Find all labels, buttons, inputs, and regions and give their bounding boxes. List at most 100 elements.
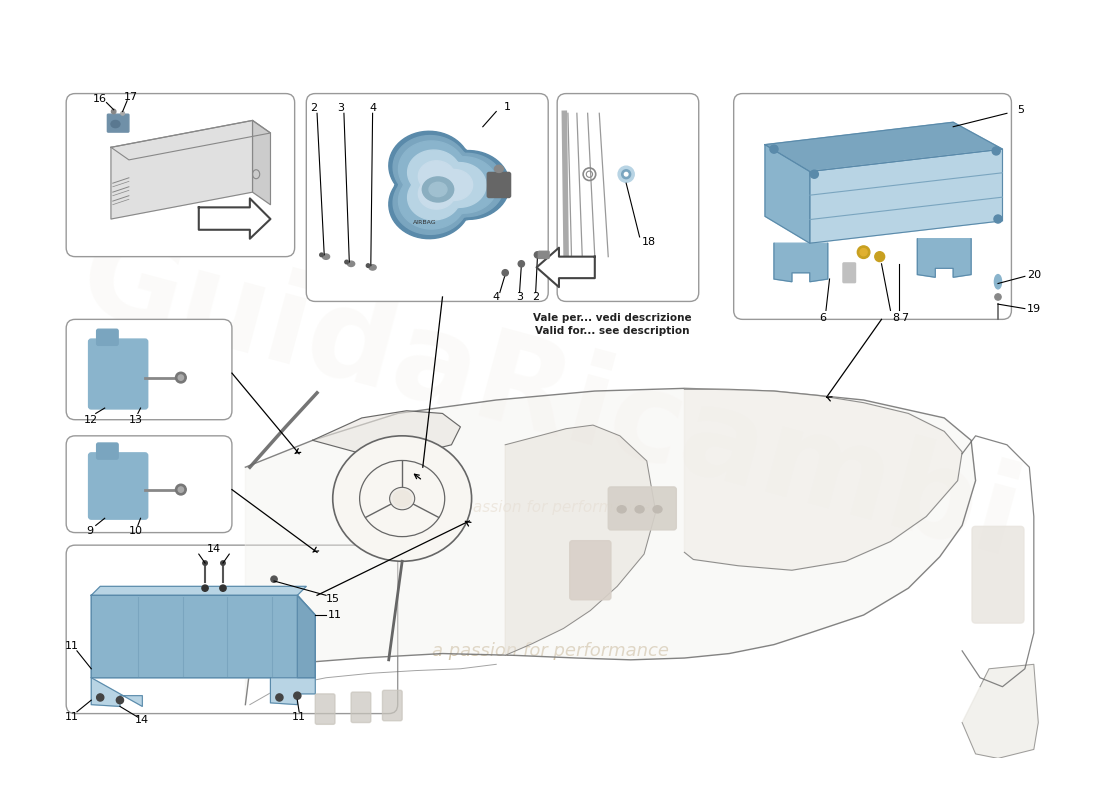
Polygon shape [91,678,142,706]
Ellipse shape [770,145,778,153]
FancyBboxPatch shape [66,545,398,714]
Text: 3: 3 [516,292,522,302]
Ellipse shape [422,177,453,202]
Text: a passion for performance: a passion for performance [431,642,669,660]
Text: 14: 14 [135,715,150,725]
FancyBboxPatch shape [66,94,295,257]
FancyBboxPatch shape [89,339,147,409]
Text: 4: 4 [368,103,376,113]
Text: 11: 11 [293,712,306,722]
Text: 12: 12 [85,414,98,425]
FancyBboxPatch shape [316,694,336,724]
Polygon shape [271,678,316,705]
Text: 11: 11 [65,642,78,651]
Text: 4: 4 [493,292,499,302]
Text: 3: 3 [337,103,344,113]
Text: 16: 16 [94,94,107,104]
Ellipse shape [502,270,508,276]
Polygon shape [388,131,509,238]
Ellipse shape [393,490,411,506]
Text: Vale per... vedi descrizione: Vale per... vedi descrizione [534,313,692,322]
Ellipse shape [495,166,504,173]
Ellipse shape [221,561,226,566]
Polygon shape [774,243,827,282]
Text: 11: 11 [65,712,78,722]
Polygon shape [393,135,504,234]
FancyBboxPatch shape [972,526,1024,623]
Polygon shape [810,149,1002,243]
Polygon shape [312,410,461,454]
FancyBboxPatch shape [97,443,118,459]
Ellipse shape [874,252,884,262]
Ellipse shape [111,121,120,128]
Ellipse shape [117,697,123,704]
Text: 10: 10 [129,526,143,536]
Ellipse shape [121,111,124,115]
Ellipse shape [322,254,330,259]
Polygon shape [962,664,1038,758]
FancyBboxPatch shape [66,436,232,533]
Ellipse shape [535,252,540,258]
Ellipse shape [994,215,1002,223]
Ellipse shape [429,182,447,197]
Polygon shape [408,150,486,220]
Polygon shape [253,121,271,205]
Ellipse shape [111,110,116,114]
Text: AIRBAG: AIRBAG [412,220,437,225]
Ellipse shape [860,249,867,256]
Text: a passion for performance: a passion for performance [450,500,650,515]
Ellipse shape [294,692,301,699]
Ellipse shape [348,261,354,266]
Ellipse shape [202,585,208,591]
Polygon shape [764,122,1002,171]
Ellipse shape [366,264,370,267]
Polygon shape [418,161,473,209]
Ellipse shape [625,173,628,176]
Text: 8: 8 [892,313,900,322]
FancyBboxPatch shape [570,541,611,600]
Ellipse shape [271,576,277,582]
Text: GuidaRicambi: GuidaRicambi [66,216,1034,584]
Text: 17: 17 [123,92,138,102]
Ellipse shape [992,147,1000,155]
Ellipse shape [176,372,186,383]
Ellipse shape [618,166,635,182]
Text: 9: 9 [86,526,94,536]
Ellipse shape [617,506,626,513]
FancyBboxPatch shape [89,453,147,519]
FancyBboxPatch shape [734,94,1011,319]
Ellipse shape [202,561,207,566]
Polygon shape [91,586,306,595]
Text: 15: 15 [327,594,340,604]
Polygon shape [764,145,810,243]
FancyBboxPatch shape [487,173,510,198]
Ellipse shape [389,487,415,510]
Polygon shape [917,238,971,278]
FancyBboxPatch shape [108,114,129,132]
Text: 5: 5 [1016,105,1024,114]
FancyBboxPatch shape [538,251,549,258]
Ellipse shape [811,170,818,178]
Ellipse shape [994,294,1001,300]
Ellipse shape [332,436,472,562]
Polygon shape [245,388,976,705]
FancyBboxPatch shape [558,94,698,302]
Ellipse shape [320,253,323,257]
FancyBboxPatch shape [97,330,118,346]
Ellipse shape [518,261,525,267]
Ellipse shape [178,487,184,492]
Ellipse shape [653,506,662,513]
Ellipse shape [276,694,283,701]
Polygon shape [111,121,253,219]
Text: 13: 13 [129,414,143,425]
FancyBboxPatch shape [351,692,371,722]
Text: 20: 20 [1026,270,1041,279]
Ellipse shape [176,484,186,495]
Polygon shape [199,198,271,238]
Text: 1: 1 [504,102,510,112]
Ellipse shape [857,246,870,258]
Text: 2: 2 [310,103,317,113]
Text: 2: 2 [532,292,539,302]
Text: Valid for... see description: Valid for... see description [536,326,690,336]
FancyBboxPatch shape [66,319,232,420]
